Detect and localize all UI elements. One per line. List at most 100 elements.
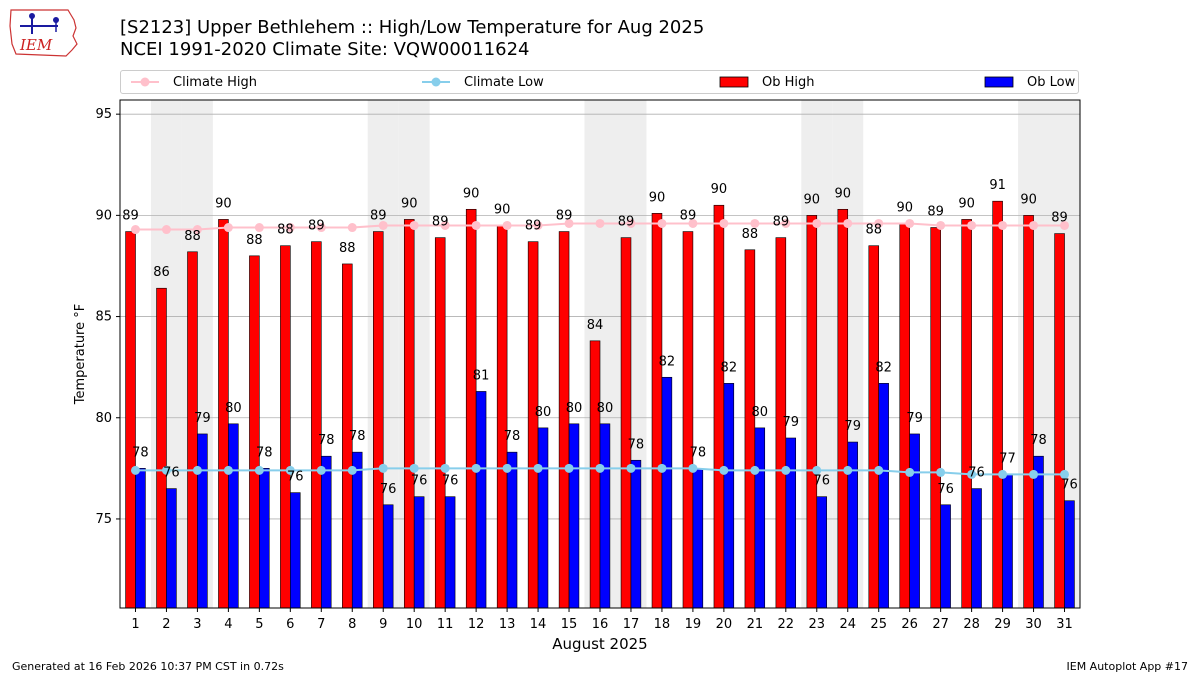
ob-high-bar-9 <box>373 231 384 609</box>
climate-low-point-25 <box>874 465 884 475</box>
ob-low-label-30: 78 <box>1030 433 1047 448</box>
ob-high-bar-19 <box>682 231 694 609</box>
climate-high-point-28 <box>967 220 977 230</box>
ob-high-label-15: 89 <box>556 209 573 224</box>
ob-low-label-21: 80 <box>752 405 769 420</box>
ob-high-label-24: 90 <box>835 186 852 201</box>
ob-low-bar-16 <box>599 423 611 609</box>
climate-high-point-4 <box>223 223 233 233</box>
y-tick-label-80: 80 <box>95 411 112 426</box>
ob-low-bar-26 <box>909 433 920 609</box>
climate-low-point-4 <box>223 465 233 475</box>
ob-low-bar-21 <box>754 427 766 609</box>
climate-low-point-30 <box>1029 469 1039 479</box>
x-tick-label-10: 10 <box>406 617 423 632</box>
ob-low-bar-28 <box>971 488 982 609</box>
ob-low-bar-12 <box>475 391 487 609</box>
ob-low-label-6: 76 <box>287 470 304 485</box>
ob-high-label-5: 88 <box>246 233 263 248</box>
ob-high-bar-20 <box>713 204 725 609</box>
x-tick-label-13: 13 <box>499 617 516 632</box>
climate-high-point-21 <box>750 218 760 228</box>
climate-high-point-7 <box>316 223 326 233</box>
ob-high-label-2: 86 <box>153 265 170 280</box>
x-axis: 1 2 3 4 5 6 7 8 9 10 11 12 13 14 15 16 17 18 19 20 21 22 23 24 2… <box>131 608 1073 632</box>
ob-high-bar-30 <box>1023 215 1034 609</box>
ob-high-label-1: 89 <box>122 209 139 224</box>
ob-high-bar-1 <box>125 231 136 609</box>
climate-lines <box>130 218 1070 479</box>
ob-low-label-29: 77 <box>999 451 1016 466</box>
y-tick-label-85: 85 <box>95 310 112 325</box>
x-tick-label-17: 17 <box>623 617 640 632</box>
ob-high-bar-15 <box>558 231 570 609</box>
ob-low-label-7: 78 <box>318 433 335 448</box>
ob-low-label-11: 76 <box>442 474 459 489</box>
climate-low-point-1 <box>130 465 140 475</box>
climate-low-point-26 <box>905 467 915 477</box>
ob-low-bar-22 <box>785 437 797 609</box>
x-axis-label: August 2025 <box>552 635 647 653</box>
x-tick-label-11: 11 <box>437 617 454 632</box>
ob-high-bar-25 <box>868 245 880 609</box>
ob-high-bar-27 <box>930 227 941 609</box>
y-axis-label: Temperature °F <box>73 304 88 405</box>
ob-high-bar-10 <box>403 219 415 609</box>
ob-low-label-8: 78 <box>349 429 366 444</box>
ob-high-bar-23 <box>806 215 818 609</box>
climate-high-point-8 <box>347 223 357 233</box>
ob-low-label-28: 76 <box>968 466 985 481</box>
x-tick-label-5: 5 <box>255 617 263 632</box>
climate-high-point-15 <box>564 218 574 228</box>
ob-low-swatch-icon <box>984 76 1014 88</box>
ob-low-bar-27 <box>940 504 951 609</box>
climate-high-point-17 <box>626 218 636 228</box>
x-tick-label-3: 3 <box>193 617 201 632</box>
chart-subtitle: NCEI 1991-2020 Climate Site: VQW00011624 <box>120 39 530 60</box>
climate-low-point-13 <box>502 463 512 473</box>
x-tick-label-26: 26 <box>901 617 918 632</box>
ob-low-label-27: 76 <box>937 482 954 497</box>
ob-low-label-2: 76 <box>163 466 180 481</box>
ob-high-label-29: 91 <box>989 178 1006 193</box>
ob-low-bar-7 <box>320 455 332 609</box>
x-tick-label-9: 9 <box>379 617 387 632</box>
x-tick-label-6: 6 <box>286 617 294 632</box>
ob-low-label-23: 76 <box>813 474 830 489</box>
ob-low-bar-30 <box>1033 455 1044 609</box>
climate-high-point-11 <box>440 220 450 230</box>
ob-high-label-14: 89 <box>525 219 542 234</box>
ob-low-bar-1 <box>135 468 146 609</box>
ob-high-label-25: 88 <box>865 223 882 238</box>
x-tick-label-15: 15 <box>561 617 578 632</box>
climate-low-point-15 <box>564 463 574 473</box>
ob-high-label-22: 89 <box>773 215 790 230</box>
ob-low-label-3: 79 <box>194 411 211 426</box>
climate-low-point-3 <box>192 465 202 475</box>
climate-high-point-12 <box>471 220 481 230</box>
data-labels: 89 78 86 76 88 79 90 80 88 78 88 76 89 78 88 78 89 76 90 76… <box>122 178 1077 497</box>
x-tick-label-31: 31 <box>1056 617 1073 632</box>
ob-low-bar-19 <box>692 468 704 609</box>
climate-high-point-22 <box>781 218 791 228</box>
climate-low-point-2 <box>161 465 171 475</box>
ob-low-label-18: 82 <box>659 354 676 369</box>
ob-high-label-21: 88 <box>742 227 759 242</box>
ob-high-label-3: 88 <box>184 229 201 244</box>
ob-low-bar-3 <box>197 433 208 609</box>
x-tick-label-27: 27 <box>932 617 949 632</box>
climate-high-point-14 <box>533 220 543 230</box>
legend-label-climate-low: Climate Low <box>464 75 544 90</box>
climate-high-point-3 <box>192 225 202 235</box>
climate-low-point-24 <box>843 465 853 475</box>
ob-low-label-4: 80 <box>225 401 242 416</box>
ob-low-label-20: 82 <box>721 360 738 375</box>
ob-high-label-11: 89 <box>432 215 449 230</box>
climate-low-point-8 <box>347 465 357 475</box>
climate-low-point-28 <box>967 469 977 479</box>
ob-high-bar-5 <box>249 255 260 609</box>
ob-low-bar-8 <box>351 451 363 609</box>
climate-low-point-29 <box>998 469 1008 479</box>
x-tick-label-14: 14 <box>530 617 547 632</box>
x-tick-label-2: 2 <box>162 617 170 632</box>
